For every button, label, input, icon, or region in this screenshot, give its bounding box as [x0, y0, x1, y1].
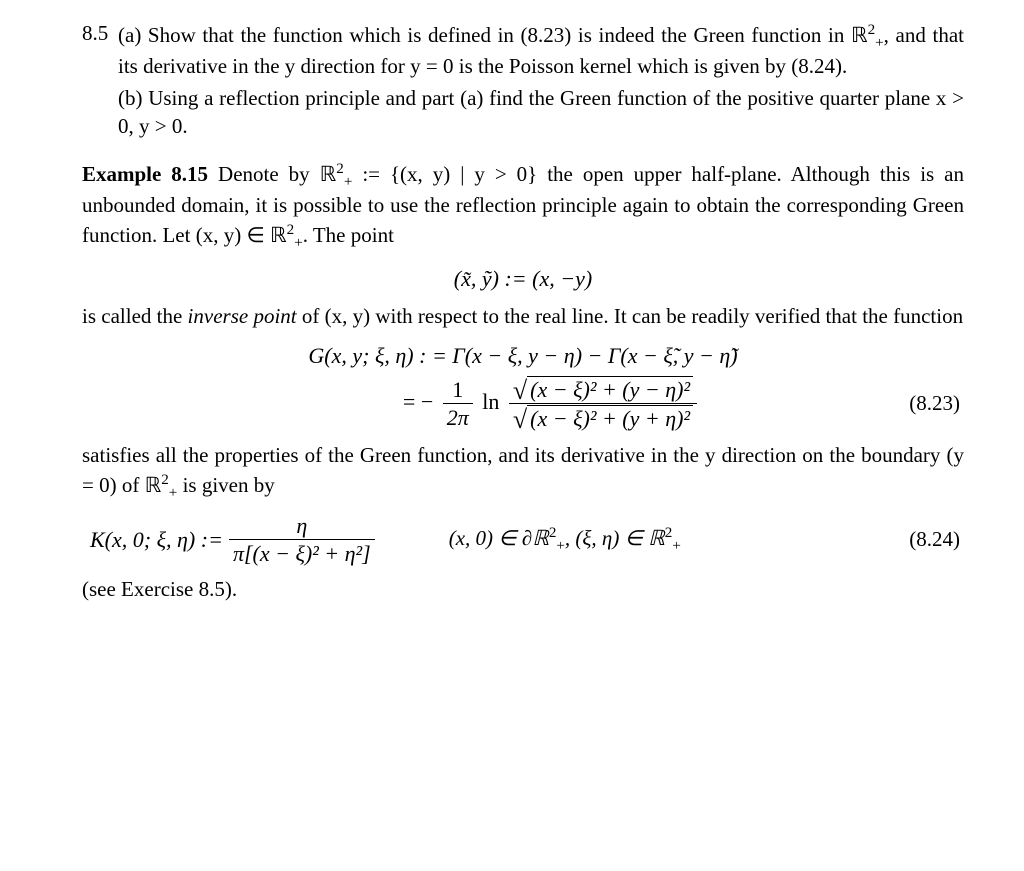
para3-b: is given by	[177, 473, 274, 497]
frac-roots-den: √ (x − ξ)² + (y + η)²	[509, 404, 697, 431]
inverse-point-equation: (x̃, ỹ) := (x, −y)	[82, 264, 964, 293]
eq-8-23-rhs: = − 1 2π ln √ (x − ξ)² + (y − η)²	[403, 376, 701, 432]
frac-roots-num: √ (x − ξ)² + (y − η)²	[509, 376, 697, 404]
sqrt-num: √ (x − ξ)² + (y − η)²	[513, 376, 693, 402]
eq-8-23-line1-text: G(x, y; ξ, η) : = Γ(x − ξ, y − η) − Γ(x …	[308, 341, 737, 370]
sub-plus-1: +	[875, 35, 884, 51]
ln-text: ln	[482, 389, 505, 414]
r2plus-1: 2+	[868, 23, 884, 47]
equation-8-24: K(x, 0; ξ, η) := η π[(x − ξ)² + η²] (x, …	[82, 513, 964, 567]
para4-text: (see Exercise 8.5).	[82, 577, 237, 601]
example-text-3: . The point	[303, 223, 394, 247]
inverse-point-para: is called the inverse point of (x, y) wi…	[82, 303, 964, 331]
frac-roots: √ (x − ξ)² + (y − η)² √ (x − ξ)² + (y + …	[509, 376, 697, 432]
exercise-body: (a) Show that the function which is defi…	[118, 20, 964, 141]
eq-8-23-line-1: G(x, y; ξ, η) : = Γ(x − ξ, y − η) − Γ(x …	[82, 341, 964, 370]
root-num-expr: (x − ξ)² + (y − η)²	[527, 376, 693, 402]
r2plus-5: 2+	[549, 526, 565, 550]
page-root: 8.5 (a) Show that the function which is …	[0, 0, 1024, 652]
para2-italic: inverse point	[188, 304, 297, 328]
sqrt-den: √ (x − ξ)² + (y + η)²	[513, 405, 693, 431]
eq-8-24-domain: (x, 0) ∈ ∂ℝ2+, (ξ, η) ∈ ℝ2+	[449, 523, 681, 556]
r2plus-2: 2+	[336, 162, 352, 186]
example-text-1: Denote by ℝ	[208, 162, 336, 186]
exercise-8-5: 8.5 (a) Show that the function which is …	[82, 20, 964, 141]
eq-8-24-lhs: K(x, 0; ξ, η) :=	[90, 525, 223, 554]
frac-1-den: 2π	[443, 404, 473, 430]
domain-a: (x, 0) ∈ ∂ℝ	[449, 526, 549, 550]
part-b-text: (b) Using a reflection principle and par…	[118, 86, 964, 138]
example-8-15-para: Example 8.15 Denote by ℝ2+ := {(x, y) | …	[82, 159, 964, 254]
r2plus-6: 2+	[665, 526, 681, 550]
eq-8-23-line-2: = − 1 2π ln √ (x − ξ)² + (y − η)²	[82, 376, 964, 432]
exercise-label: 8.5	[82, 20, 108, 48]
equation-8-23: G(x, y; ξ, η) : = Γ(x − ξ, y − η) − Γ(x …	[82, 341, 964, 432]
root-den-expr: (x − ξ)² + (y + η)²	[527, 405, 693, 431]
para2-b: of (x, y) with respect to the real line.…	[297, 304, 964, 328]
sub-plus-6: +	[672, 538, 681, 554]
sup-2-2: 2	[336, 161, 344, 177]
eq-8-23-equals: = −	[403, 389, 433, 414]
domain-b: , (ξ, η) ∈ ℝ	[565, 526, 665, 550]
frac-1-over-2pi: 1 2π	[443, 377, 473, 431]
frac-poisson: η π[(x − ξ)² + η²]	[229, 513, 375, 567]
sub-plus-3: +	[294, 235, 303, 251]
surd-den-icon: √	[513, 407, 527, 433]
sup-2-4: 2	[161, 472, 169, 488]
example-label: Example 8.15	[82, 162, 208, 186]
see-exercise-para: (see Exercise 8.5).	[82, 576, 964, 604]
poisson-den: π[(x − ξ)² + η²]	[229, 540, 375, 566]
para2-a: is called the	[82, 304, 188, 328]
r2plus-4: 2+	[161, 473, 177, 497]
sup-2-1: 2	[868, 22, 876, 38]
r2plus-3: 2+	[287, 223, 303, 247]
frac-1-num: 1	[443, 377, 473, 404]
para-after-823: satisfies all the properties of the Gree…	[82, 442, 964, 503]
poisson-num: η	[229, 513, 375, 540]
eq-8-24-row: K(x, 0; ξ, η) := η π[(x − ξ)² + η²] (x, …	[82, 513, 964, 567]
surd-num-icon: √	[513, 378, 527, 404]
eq-8-23-number: (8.23)	[909, 390, 960, 418]
inverse-point-eq-text: (x̃, ỹ) := (x, −y)	[454, 266, 592, 291]
eq-8-24-number: (8.24)	[909, 526, 960, 554]
part-a-text-1: (a) Show that the function which is defi…	[118, 23, 868, 47]
sub-plus-5: +	[556, 538, 565, 554]
